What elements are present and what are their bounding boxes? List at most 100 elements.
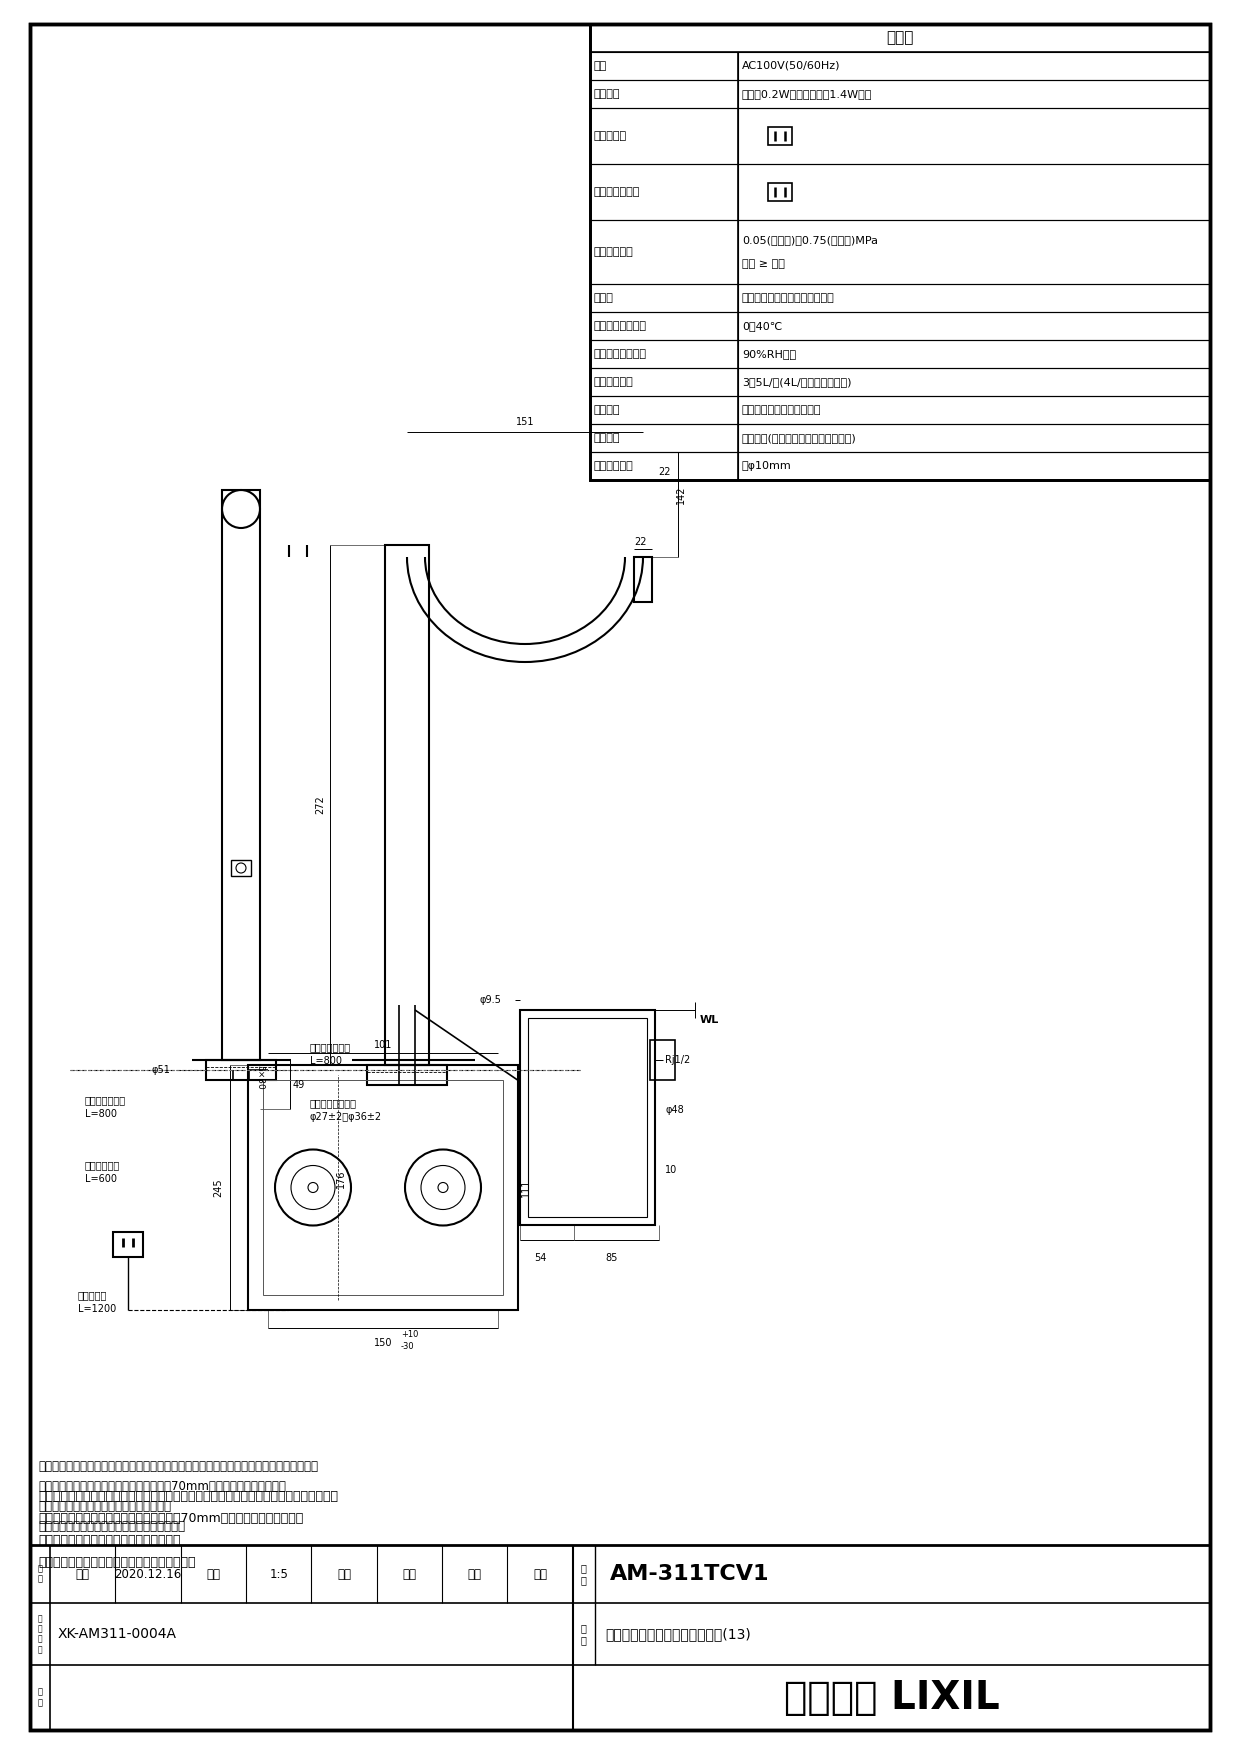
Text: 2020.12.16: 2020.12.16: [114, 1568, 181, 1580]
Text: 水圧 ≥ 湯圧: 水圧 ≥ 湯圧: [742, 258, 785, 268]
Text: カウンター取付穴: カウンター取付穴: [310, 1098, 357, 1109]
Bar: [590, 165, 1210, 219]
Text: 仕　様: 仕 様: [887, 30, 914, 46]
Text: φ27±2〜φ36±2: φ27±2〜φ36±2: [310, 1112, 382, 1123]
Text: 日
付: 日 付: [37, 1565, 42, 1584]
Bar: [590, 368, 1210, 396]
Bar: [367, 1065, 446, 1086]
Bar: [30, 1545, 1210, 1729]
Text: φ48: φ48: [665, 1105, 683, 1116]
Bar: [528, 1017, 647, 1217]
Bar: [520, 1010, 655, 1224]
Text: 品
番: 品 番: [580, 1563, 587, 1586]
Text: AM-311TCV1: AM-311TCV1: [610, 1565, 769, 1584]
Bar: [590, 25, 1210, 481]
Bar: [590, 284, 1210, 312]
Text: スイッチコード: スイッチコード: [86, 1094, 126, 1105]
Bar: [206, 1059, 277, 1080]
Text: L=600: L=600: [86, 1173, 117, 1184]
Text: 3〜5L/分(4L/分定流量弁内蔵): 3〜5L/分(4L/分定流量弁内蔵): [742, 377, 852, 388]
Text: XK-AM311-0004A: XK-AM311-0004A: [58, 1628, 177, 1642]
Bar: [248, 1065, 518, 1310]
Text: 90%RH以下: 90%RH以下: [742, 349, 796, 360]
Text: サーモスタット付自動混合水栓(13): サーモスタット付自動混合水栓(13): [605, 1628, 750, 1642]
Text: 感知方式: 感知方式: [594, 405, 620, 416]
Text: Rj1/2: Rj1/2: [665, 1054, 691, 1065]
Text: 111: 111: [521, 1179, 531, 1196]
Text: 電源: 電源: [594, 61, 608, 70]
Text: 0.05(流動時)〜0.75(静止時)MPa: 0.05(流動時)〜0.75(静止時)MPa: [742, 235, 878, 246]
Text: 22: 22: [634, 537, 646, 547]
Text: WL: WL: [701, 1016, 719, 1024]
Text: 給水チューブ: 給水チューブ: [86, 1159, 120, 1170]
Bar: [231, 859, 250, 875]
Text: 150: 150: [373, 1338, 392, 1349]
Text: 感知エリア幅: 感知エリア幅: [594, 461, 634, 472]
Bar: [590, 340, 1210, 368]
Text: 85: 85: [606, 1252, 619, 1263]
Text: 製図: 製図: [337, 1568, 351, 1580]
Text: 5×30: 5×30: [255, 1065, 264, 1089]
Bar: [768, 126, 792, 146]
Text: 10: 10: [665, 1165, 677, 1175]
Text: 245: 245: [213, 1179, 223, 1196]
Text: 使用環境温度範囲: 使用環境温度範囲: [594, 321, 647, 332]
Text: φ9.5: φ9.5: [480, 995, 502, 1005]
Bar: [590, 219, 1210, 284]
Text: 176: 176: [336, 1168, 346, 1187]
Text: 品
名: 品 名: [580, 1622, 587, 1645]
Text: 0〜40℃: 0〜40℃: [742, 321, 782, 332]
Text: L=1200: L=1200: [78, 1303, 117, 1314]
Text: 消費電力: 消費電力: [594, 89, 620, 98]
Text: 備
考: 備 考: [37, 1687, 42, 1707]
Text: 電源コード: 電源コード: [78, 1289, 108, 1300]
Text: 約φ10mm: 約φ10mm: [742, 461, 792, 472]
Text: ・破損する恐れがありますので、凍結する可能性のある場所では使用しないでください。: ・破損する恐れがありますので、凍結する可能性のある場所では使用しないでください。: [38, 1459, 317, 1473]
Text: 検図: 検図: [467, 1568, 482, 1580]
Text: ・インバータ照明により誤作動する場合あり。: ・インバータ照明により誤作動する場合あり。: [38, 1556, 196, 1570]
Bar: [590, 81, 1210, 109]
Text: 適正流量範囲: 適正流量範囲: [594, 377, 634, 388]
Text: 待機時0.2W以下、使用時1.4W以下: 待機時0.2W以下、使用時1.4W以下: [742, 89, 873, 98]
Text: 54: 54: [533, 1252, 546, 1263]
Bar: [650, 1040, 675, 1080]
Text: 151: 151: [516, 417, 534, 426]
Bar: [590, 25, 1210, 481]
Text: AC100V(50/60Hz): AC100V(50/60Hz): [742, 61, 841, 70]
Text: ・直射日光が当たる場所への設置は不可。: ・直射日光が当たる場所への設置は不可。: [38, 1535, 181, 1547]
Bar: [590, 109, 1210, 165]
Bar: [590, 312, 1210, 340]
Bar: [384, 545, 429, 1065]
Text: 22: 22: [658, 467, 671, 477]
Text: 101: 101: [373, 1040, 392, 1051]
Text: 図
面
番
号: 図 面 番 号: [37, 1614, 42, 1654]
Text: 使用環境湿度範囲: 使用環境湿度範囲: [594, 349, 647, 360]
Text: 49: 49: [293, 1080, 305, 1089]
Text: φ51: φ51: [151, 1065, 170, 1075]
Bar: [590, 424, 1210, 453]
Text: 自動設定(感知距離自動調整機能内蔵): 自動設定(感知距離自動調整機能内蔵): [742, 433, 857, 444]
Text: 使用水: 使用水: [594, 293, 614, 303]
Text: 磯崎: 磯崎: [533, 1568, 547, 1580]
Text: 日付: 日付: [76, 1568, 89, 1580]
Bar: [263, 1080, 503, 1294]
Bar: [634, 558, 652, 602]
Bar: [590, 396, 1210, 424]
Text: ・メンテナンスの為、温調ハンドル下側に70mm以上の空間が必要です。: ・メンテナンスの為、温調ハンドル下側に70mm以上の空間が必要です。: [38, 1480, 286, 1493]
Text: 水道水および飲用可能な井戸水: 水道水および飲用可能な井戸水: [742, 293, 835, 303]
Text: ・破損する恐れがありますので、凍結する可能性のある場所では使用しないでください。: ・破損する恐れがありますので、凍結する可能性のある場所では使用しないでください。: [38, 1489, 339, 1503]
Text: ・直射日光が当たる場所への設置は不可。: ・直射日光が当たる場所への設置は不可。: [38, 1500, 171, 1514]
Text: センサーコード: センサーコード: [310, 1042, 351, 1052]
Bar: [768, 182, 792, 202]
Bar: [590, 53, 1210, 81]
Text: L=800: L=800: [310, 1056, 342, 1066]
Text: 対応コンセント: 対応コンセント: [594, 188, 640, 196]
Text: 株式会社 LIXIL: 株式会社 LIXIL: [784, 1679, 999, 1717]
Bar: [113, 1231, 143, 1258]
Text: プラグ形状: プラグ形状: [594, 132, 627, 140]
Text: 272: 272: [315, 796, 325, 814]
Text: -30: -30: [401, 1342, 414, 1351]
Text: 使用圧力範囲: 使用圧力範囲: [594, 247, 634, 258]
Text: ・メンテナンスの為、温調ハンドル下側に70mm以上の空間が必要です。: ・メンテナンスの為、温調ハンドル下側に70mm以上の空間が必要です。: [38, 1512, 304, 1524]
Bar: [222, 489, 260, 1059]
